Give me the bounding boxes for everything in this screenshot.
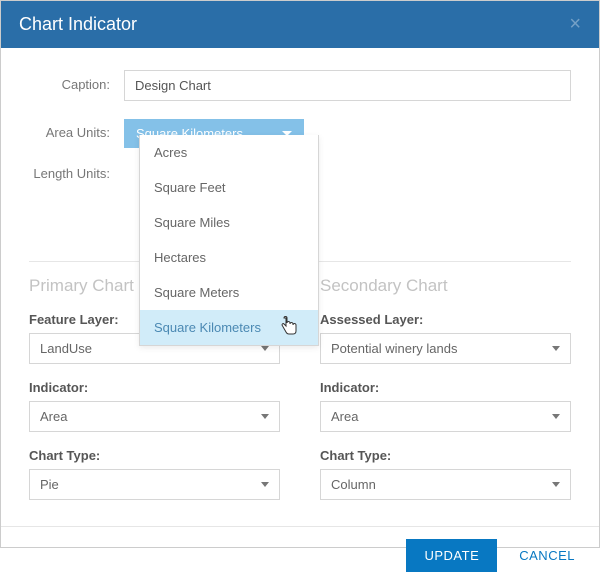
dialog-title: Chart Indicator — [19, 14, 137, 35]
assessed-layer-select[interactable]: Potential winery lands — [320, 333, 571, 364]
area-units-option[interactable]: Hectares — [140, 240, 318, 275]
primary-indicator-value: Area — [40, 409, 67, 424]
secondary-chart-type-value: Column — [331, 477, 376, 492]
secondary-indicator-label: Indicator: — [320, 380, 571, 395]
primary-chart-type-value: Pie — [40, 477, 59, 492]
chevron-down-icon — [261, 482, 269, 487]
secondary-chart-type-label: Chart Type: — [320, 448, 571, 463]
secondary-indicator-select[interactable]: Area — [320, 401, 571, 432]
update-button[interactable]: UPDATE — [406, 539, 497, 572]
chevron-down-icon — [552, 346, 560, 351]
cancel-button[interactable]: CANCEL — [513, 539, 581, 572]
chevron-down-icon — [552, 482, 560, 487]
chart-indicator-dialog: Chart Indicator × Caption: Area Units: S… — [0, 0, 600, 548]
length-units-label: Length Units: — [29, 166, 124, 183]
primary-chart-type-select[interactable]: Pie — [29, 469, 280, 500]
assessed-layer-value: Potential winery lands — [331, 341, 457, 356]
area-units-label: Area Units: — [29, 125, 124, 142]
area-units-option[interactable]: Square Feet — [140, 170, 318, 205]
primary-indicator-select[interactable]: Area — [29, 401, 280, 432]
assessed-layer-label: Assessed Layer: — [320, 312, 571, 327]
secondary-chart-title: Secondary Chart — [320, 276, 571, 296]
close-icon[interactable]: × — [569, 13, 581, 36]
cursor-hand-icon — [280, 316, 298, 339]
caption-label: Caption: — [29, 77, 124, 94]
dialog-footer: UPDATE CANCEL — [1, 526, 599, 584]
caption-row: Caption: — [29, 70, 571, 101]
secondary-chart-type-select[interactable]: Column — [320, 469, 571, 500]
chevron-down-icon — [552, 414, 560, 419]
chevron-down-icon — [261, 346, 269, 351]
dialog-content: Caption: Area Units: Square Kilometers L… — [1, 48, 599, 526]
area-units-option[interactable]: Square Miles — [140, 205, 318, 240]
area-units-option[interactable]: Square Kilometers — [140, 310, 318, 345]
primary-indicator-label: Indicator: — [29, 380, 280, 395]
secondary-chart-col: Secondary Chart Assessed Layer: Potentia… — [320, 276, 571, 516]
chevron-down-icon — [261, 414, 269, 419]
feature-layer-value: LandUse — [40, 341, 92, 356]
caption-input[interactable] — [124, 70, 571, 101]
area-units-option[interactable]: Square Meters — [140, 275, 318, 310]
primary-chart-type-label: Chart Type: — [29, 448, 280, 463]
area-units-option[interactable]: Acres — [140, 135, 318, 170]
area-units-options-list[interactable]: AcresSquare FeetSquare MilesHectaresSqua… — [139, 135, 319, 346]
secondary-indicator-value: Area — [331, 409, 358, 424]
dialog-titlebar: Chart Indicator × — [1, 1, 599, 48]
